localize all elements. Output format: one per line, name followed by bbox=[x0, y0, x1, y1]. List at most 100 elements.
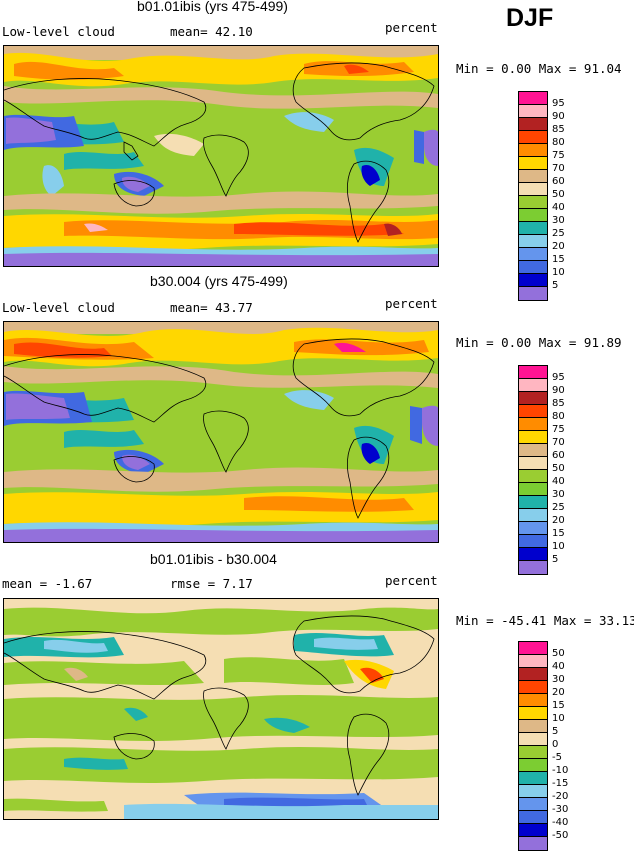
colorbar-swatch bbox=[519, 496, 547, 509]
colorbar-swatch bbox=[519, 509, 547, 522]
panel-3-map-graphic bbox=[4, 599, 438, 819]
colorbar-tick-label: -40 bbox=[552, 817, 569, 828]
panel-1-colorbar bbox=[518, 91, 548, 301]
colorbar-swatch bbox=[519, 274, 547, 287]
panel-2-variable-label: Low-level cloud bbox=[2, 300, 115, 315]
colorbar-tick-label: 70 bbox=[552, 437, 565, 448]
colorbar-swatch bbox=[519, 209, 547, 222]
colorbar-swatch bbox=[519, 561, 547, 574]
colorbar-tick-label: 90 bbox=[552, 385, 565, 396]
panel-1-mean-label: mean= 42.10 bbox=[170, 24, 253, 39]
panel-3-min-max: Min = -45.41 Max = 33.13 bbox=[456, 613, 634, 628]
colorbar-tick-label: -15 bbox=[552, 778, 569, 789]
colorbar-swatch bbox=[519, 746, 547, 759]
colorbar-tick-label: 0 bbox=[552, 739, 559, 750]
colorbar-tick-label: 40 bbox=[552, 661, 565, 672]
colorbar-swatch bbox=[519, 642, 547, 655]
colorbar-swatch bbox=[519, 444, 547, 457]
colorbar-swatch bbox=[519, 785, 547, 798]
panel-3-map bbox=[3, 598, 439, 820]
colorbar-swatch bbox=[519, 668, 547, 681]
colorbar-tick-label: -20 bbox=[552, 791, 569, 802]
colorbar-tick-label: 5 bbox=[552, 554, 559, 565]
colorbar-tick-label: 25 bbox=[552, 502, 565, 513]
colorbar-tick-label: -10 bbox=[552, 765, 569, 776]
colorbar-swatch bbox=[519, 707, 547, 720]
panel-2-mean-label: mean= 43.77 bbox=[170, 300, 253, 315]
panel-2-map-graphic bbox=[4, 322, 438, 542]
colorbar-tick-label: 30 bbox=[552, 489, 565, 500]
colorbar-swatch bbox=[519, 261, 547, 274]
colorbar-swatch bbox=[519, 366, 547, 379]
colorbar-swatch bbox=[519, 183, 547, 196]
colorbar-swatch bbox=[519, 522, 547, 535]
colorbar-swatch bbox=[519, 694, 547, 707]
colorbar-tick-label: 5 bbox=[552, 280, 559, 291]
colorbar-swatch bbox=[519, 772, 547, 785]
colorbar-tick-label: 15 bbox=[552, 528, 565, 539]
colorbar-tick-label: 80 bbox=[552, 137, 565, 148]
colorbar-tick-label: -5 bbox=[552, 752, 562, 763]
colorbar-tick-label: 90 bbox=[552, 111, 565, 122]
colorbar-tick-label: 85 bbox=[552, 398, 565, 409]
colorbar-tick-label: 75 bbox=[552, 424, 565, 435]
colorbar-tick-label: -50 bbox=[552, 830, 569, 841]
panel-2-units-label: percent bbox=[385, 296, 438, 311]
panel-2-map bbox=[3, 321, 439, 543]
colorbar-swatch bbox=[519, 798, 547, 811]
colorbar-tick-label: 60 bbox=[552, 176, 565, 187]
colorbar-tick-label: 40 bbox=[552, 476, 565, 487]
colorbar-tick-label: 95 bbox=[552, 98, 565, 109]
colorbar-swatch bbox=[519, 548, 547, 561]
panel-2-colorbar bbox=[518, 365, 548, 575]
panel-1-variable-label: Low-level cloud bbox=[2, 24, 115, 39]
panel-3-title: b01.01ibis - b30.004 bbox=[150, 551, 277, 567]
colorbar-tick-label: 85 bbox=[552, 124, 565, 135]
colorbar-tick-label: 75 bbox=[552, 150, 565, 161]
colorbar-swatch bbox=[519, 118, 547, 131]
colorbar-swatch bbox=[519, 248, 547, 261]
colorbar-tick-label: 15 bbox=[552, 254, 565, 265]
colorbar-swatch bbox=[519, 170, 547, 183]
colorbar-tick-label: 70 bbox=[552, 163, 565, 174]
panel-3-rmse-label: rmse = 7.17 bbox=[170, 576, 253, 591]
colorbar-tick-label: 50 bbox=[552, 189, 565, 200]
colorbar-swatch bbox=[519, 131, 547, 144]
colorbar-tick-label: 25 bbox=[552, 228, 565, 239]
colorbar-tick-label: 20 bbox=[552, 515, 565, 526]
colorbar-swatch bbox=[519, 144, 547, 157]
colorbar-swatch bbox=[519, 733, 547, 746]
panel-3-colorbar bbox=[518, 641, 548, 851]
panel-2-title: b30.004 (yrs 475-499) bbox=[150, 273, 288, 289]
colorbar-tick-label: 60 bbox=[552, 450, 565, 461]
colorbar-tick-label: 30 bbox=[552, 674, 565, 685]
colorbar-tick-label: 30 bbox=[552, 215, 565, 226]
colorbar-swatch bbox=[519, 431, 547, 444]
colorbar-swatch bbox=[519, 824, 547, 837]
colorbar-swatch bbox=[519, 196, 547, 209]
colorbar-tick-label: 20 bbox=[552, 687, 565, 698]
panel-1-units-label: percent bbox=[385, 20, 438, 35]
season-label: DJF bbox=[506, 4, 554, 32]
panel-1-min-max: Min = 0.00 Max = 91.04 bbox=[456, 61, 622, 76]
panel-1-map-graphic bbox=[4, 46, 438, 266]
panel-1-map bbox=[3, 45, 439, 267]
panel-2-min-max: Min = 0.00 Max = 91.89 bbox=[456, 335, 622, 350]
colorbar-swatch bbox=[519, 392, 547, 405]
colorbar-swatch bbox=[519, 720, 547, 733]
colorbar-tick-label: 50 bbox=[552, 463, 565, 474]
colorbar-swatch bbox=[519, 470, 547, 483]
colorbar-tick-label: 15 bbox=[552, 700, 565, 711]
colorbar-swatch bbox=[519, 655, 547, 668]
colorbar-swatch bbox=[519, 157, 547, 170]
panel-1-title: b01.01ibis (yrs 475-499) bbox=[137, 0, 288, 14]
colorbar-tick-label: 40 bbox=[552, 202, 565, 213]
colorbar-tick-label: -30 bbox=[552, 804, 569, 815]
colorbar-tick-label: 10 bbox=[552, 541, 565, 552]
panel-3-units-label: percent bbox=[385, 573, 438, 588]
colorbar-swatch bbox=[519, 235, 547, 248]
colorbar-tick-label: 20 bbox=[552, 241, 565, 252]
colorbar-swatch bbox=[519, 681, 547, 694]
colorbar-swatch bbox=[519, 379, 547, 392]
colorbar-swatch bbox=[519, 837, 547, 850]
